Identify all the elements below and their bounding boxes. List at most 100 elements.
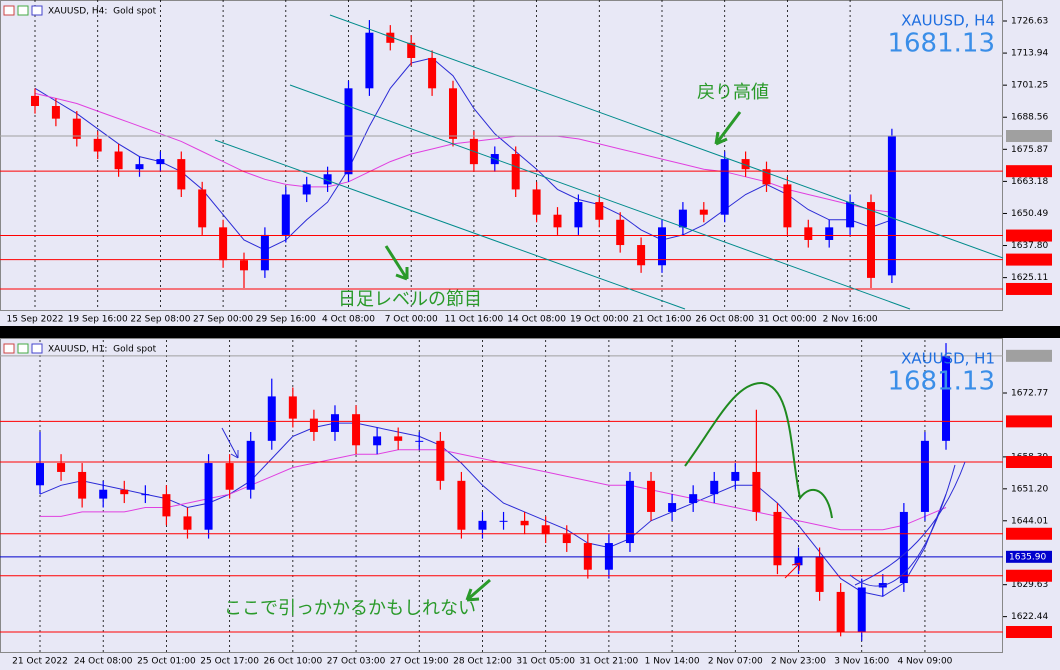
channel-line — [289, 84, 911, 310]
x-tick-label: 25 Oct 17:00 — [200, 657, 259, 667]
x-tick-label: 24 Oct 08:00 — [74, 657, 133, 667]
candle-body — [625, 480, 634, 544]
envelope-line — [849, 464, 956, 587]
candle-body — [436, 440, 445, 481]
current-price: 1681.13 — [887, 29, 995, 59]
candle-body — [867, 202, 875, 278]
price-level-label: 1635.90 — [1009, 552, 1046, 562]
x-tick-label: 4 Oct 08:00 — [322, 315, 375, 325]
candle-body — [794, 556, 803, 566]
candle-body — [678, 209, 687, 228]
x-tick-label: 21 Oct 2022 — [12, 657, 68, 667]
candle-body — [120, 489, 129, 495]
candle-body — [72, 118, 81, 139]
price-level-tag — [1006, 282, 1052, 295]
candle-body — [323, 174, 332, 185]
x-tick-label: 11 Oct 16:00 — [445, 315, 504, 325]
price-level-tag — [1006, 130, 1052, 143]
y-tick-label: 1629.63 — [1011, 580, 1048, 590]
candle-body — [457, 480, 466, 530]
candle-body — [762, 169, 771, 185]
candle-body — [478, 520, 487, 530]
price-level-tag — [1006, 253, 1052, 266]
x-tick-label: 14 Oct 08:00 — [507, 315, 566, 325]
candle-body — [887, 136, 896, 276]
candle-body — [752, 471, 761, 512]
candle-body — [267, 396, 276, 441]
y-tick-label: 1622.44 — [1011, 612, 1048, 622]
annotation: 戻り高値 — [697, 82, 769, 103]
x-tick-label: 27 Oct 19:00 — [390, 657, 449, 667]
candle-body — [428, 57, 437, 89]
candle-body — [219, 227, 228, 261]
y-tick-label: 1688.56 — [1011, 113, 1048, 123]
candle-body — [177, 159, 186, 190]
price-level-tag — [1006, 165, 1052, 178]
candle-body — [302, 184, 311, 195]
x-tick-label: 2 Nov 07:00 — [708, 657, 763, 667]
price-level-tag — [1006, 527, 1052, 540]
x-tick-label: 31 Oct 21:00 — [580, 657, 639, 667]
panel-h4: 1726.63 1713.94 1701.25 1688.56 1675.87 1663.… — [0, 0, 1052, 325]
current-price: 1681.13 — [887, 367, 995, 397]
y-tick-label: 1625.11 — [1011, 273, 1048, 283]
candle-body — [36, 463, 44, 486]
chart-title: XAUUSD, H1: Gold spot — [48, 345, 157, 355]
symbol: XAUUSD, H4 — [901, 12, 995, 30]
x-tick-label: 26 Oct 08:00 — [695, 315, 754, 325]
candle-body — [815, 556, 824, 592]
candle-body — [281, 194, 290, 235]
x-tick-label: 21 Oct 16:00 — [633, 315, 692, 325]
plot-border — [0, 338, 1003, 653]
candle-body — [499, 520, 508, 522]
candle-body — [407, 42, 416, 58]
x-tick-label: 7 Oct 00:00 — [385, 315, 438, 325]
y-tick-label: 1637.80 — [1011, 241, 1048, 251]
candle-body — [135, 164, 144, 170]
price-level-tag — [1006, 550, 1052, 563]
candle-body — [658, 227, 666, 266]
candle-body — [51, 106, 60, 119]
candle-body — [920, 440, 929, 512]
candle-body — [57, 463, 66, 472]
candle-body — [93, 138, 102, 152]
drawings — [214, 14, 1004, 602]
panel-h1: 1672.771658.391651.201644.011629.631622.… — [0, 338, 1052, 667]
price-level-tag — [1006, 349, 1052, 362]
y-tick-label: 1650.49 — [1011, 209, 1048, 219]
candle-body — [415, 440, 424, 442]
y-tick-label: 1644.01 — [1011, 516, 1048, 526]
candle-body — [330, 414, 339, 432]
x-tick-label: 15 Sep 2022 — [6, 315, 63, 325]
channel-line — [329, 14, 1004, 259]
annotation: ここで引っかかるかもしれない — [224, 598, 476, 619]
menu-icon — [17, 343, 29, 354]
candle-body — [699, 209, 708, 215]
chart-title: XAUUSD, H4: Gold spot — [48, 7, 157, 17]
x-tick-label: 31 Oct 00:00 — [758, 315, 817, 325]
x-tick-label: 1 Nov 14:00 — [645, 657, 700, 667]
candle-body — [783, 184, 792, 228]
candle-body — [899, 511, 908, 584]
candle-body — [288, 396, 297, 419]
price-level-tag — [1006, 229, 1052, 242]
candle-body — [204, 463, 213, 530]
candle-body — [352, 414, 361, 446]
candle-body — [449, 88, 457, 139]
symbol: XAUUSD, H1 — [901, 350, 995, 368]
y-tick-label: 1663.18 — [1011, 177, 1048, 187]
y-tick-label: 1675.87 — [1011, 145, 1048, 155]
plot-border — [0, 0, 1003, 311]
arrow — [221, 427, 239, 459]
candle-body — [114, 151, 123, 170]
x-tick-label: 3 Nov 16:00 — [834, 657, 889, 667]
candle-body — [225, 463, 234, 490]
candle-body — [246, 440, 255, 490]
menu-icon — [17, 5, 29, 16]
channel-line — [214, 139, 686, 310]
candle-body — [846, 202, 855, 228]
candle-body — [156, 159, 165, 165]
candle-body — [562, 534, 571, 544]
candle-body — [616, 219, 625, 246]
x-tick-label: 19 Oct 00:00 — [570, 315, 629, 325]
